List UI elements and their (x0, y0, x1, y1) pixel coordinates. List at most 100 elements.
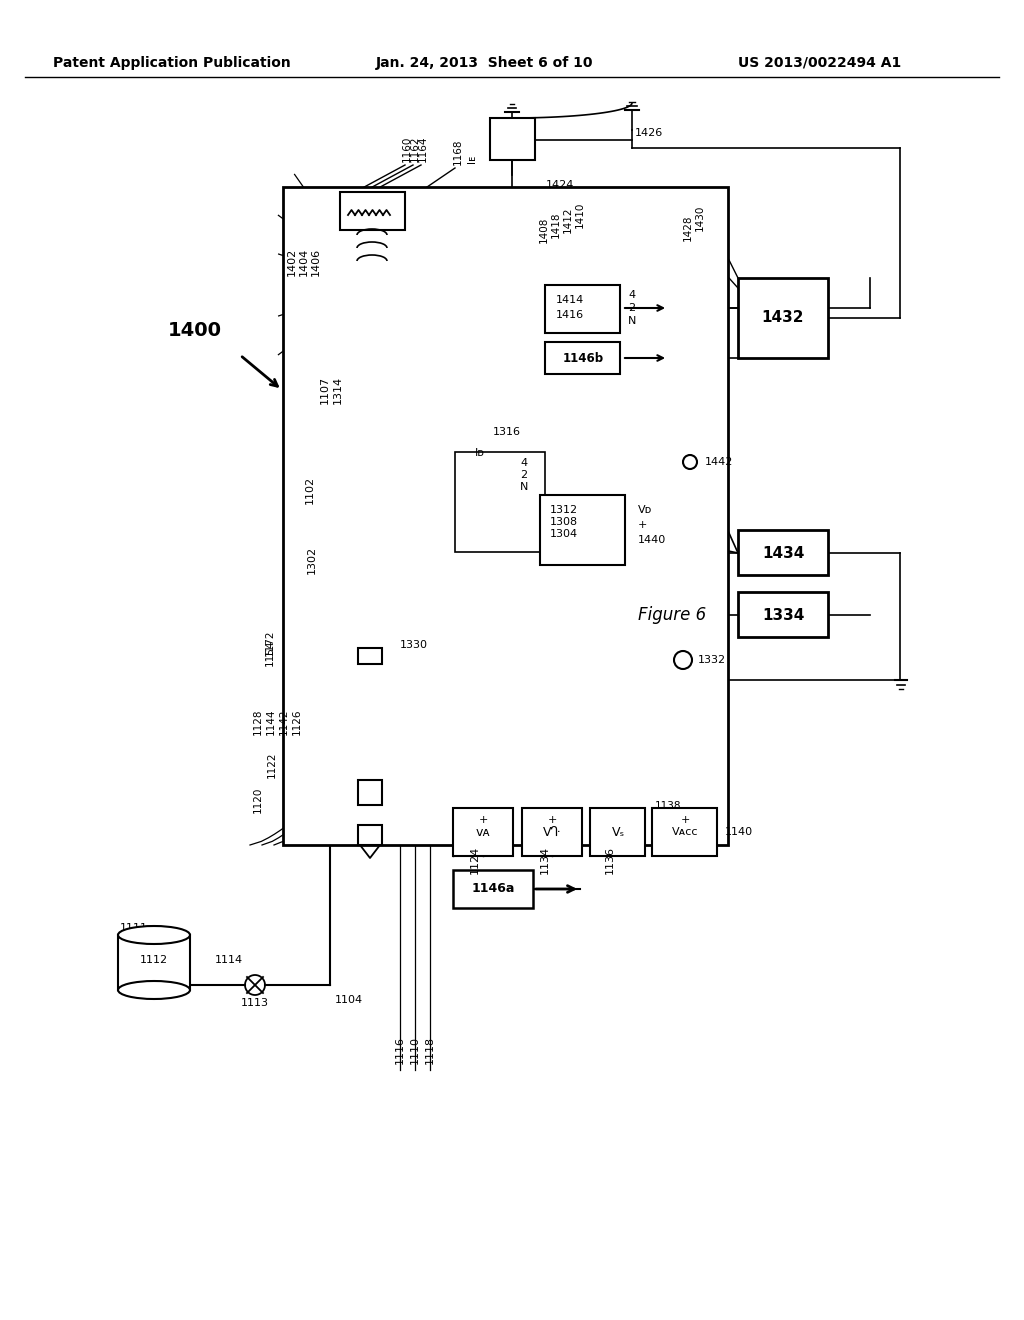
Text: 1302: 1302 (307, 546, 317, 574)
Text: 1432: 1432 (762, 310, 804, 326)
Text: 1304: 1304 (550, 529, 579, 539)
Text: 1142: 1142 (279, 709, 289, 735)
Text: 1416: 1416 (556, 310, 584, 319)
Text: Iᴇ: Iᴇ (467, 154, 477, 162)
Text: 1120: 1120 (253, 787, 263, 813)
Text: 1406: 1406 (311, 248, 321, 276)
Bar (540, 495, 625, 565)
Bar (358, 825, 382, 845)
Text: 1138: 1138 (655, 801, 682, 810)
Text: 1314: 1314 (333, 376, 343, 404)
Bar (340, 191, 406, 230)
Bar (453, 808, 513, 855)
Text: N: N (520, 482, 528, 492)
Ellipse shape (118, 981, 190, 999)
Text: 1164: 1164 (418, 136, 428, 162)
Text: Jan. 24, 2013  Sheet 6 of 10: Jan. 24, 2013 Sheet 6 of 10 (376, 55, 594, 70)
Text: Vᒓ: Vᒓ (543, 825, 561, 838)
Text: 1146b: 1146b (562, 351, 603, 364)
Text: 1124: 1124 (470, 846, 480, 874)
Text: 1146a: 1146a (471, 883, 515, 895)
Text: +: + (478, 814, 487, 825)
Text: Iᴅ: Iᴅ (475, 447, 485, 458)
Bar (522, 808, 582, 855)
Text: 2: 2 (628, 304, 635, 313)
Text: 1312: 1312 (550, 506, 579, 515)
Bar (358, 780, 382, 805)
Text: 1126: 1126 (292, 709, 302, 735)
Text: 1104: 1104 (335, 995, 364, 1005)
Text: 1112: 1112 (140, 954, 168, 965)
Text: 1308: 1308 (550, 517, 579, 527)
Text: N: N (628, 315, 636, 326)
Text: 1316: 1316 (493, 426, 521, 437)
Bar (455, 451, 545, 552)
Circle shape (674, 651, 692, 669)
Text: 1412: 1412 (563, 207, 573, 234)
Text: 1122: 1122 (267, 752, 278, 779)
Circle shape (683, 455, 697, 469)
Bar (490, 117, 535, 160)
Text: 1402: 1402 (287, 248, 297, 276)
Text: 1116: 1116 (395, 1036, 406, 1064)
Text: 1172: 1172 (265, 630, 275, 656)
Text: 1434: 1434 (762, 545, 804, 561)
Text: 1140: 1140 (725, 828, 753, 837)
Text: 1168: 1168 (453, 139, 463, 165)
Text: Vᴅ: Vᴅ (638, 506, 652, 515)
Text: 1110: 1110 (410, 1036, 420, 1064)
Bar (283, 187, 728, 845)
Bar (738, 531, 828, 576)
Text: 1134: 1134 (540, 846, 550, 874)
Text: 1160: 1160 (402, 136, 412, 162)
Text: 1330: 1330 (400, 640, 428, 649)
Bar (652, 808, 717, 855)
Text: +: + (680, 814, 690, 825)
Text: 1113: 1113 (241, 998, 269, 1008)
Bar (358, 648, 382, 664)
Text: Vᴀcc: Vᴀcc (672, 828, 698, 837)
Text: 1400: 1400 (168, 321, 222, 339)
Text: 1408: 1408 (539, 216, 549, 243)
Text: 1430: 1430 (695, 205, 705, 231)
Bar (590, 808, 645, 855)
Text: 1114: 1114 (215, 954, 243, 965)
Text: Vₛ: Vₛ (611, 825, 625, 838)
Text: 1418: 1418 (551, 211, 561, 238)
Text: 1128: 1128 (253, 709, 263, 735)
Bar (545, 342, 620, 374)
Text: vᴀ: vᴀ (475, 825, 490, 838)
Text: 1426: 1426 (635, 128, 664, 139)
Text: 4: 4 (628, 290, 635, 300)
Text: +: + (547, 814, 557, 825)
Text: +: + (638, 520, 647, 531)
Text: Patent Application Publication: Patent Application Publication (53, 55, 291, 70)
Bar (738, 591, 828, 638)
Ellipse shape (118, 927, 190, 944)
Text: 1107: 1107 (319, 376, 330, 404)
Text: 1144: 1144 (266, 709, 276, 735)
Text: 1334: 1334 (762, 607, 804, 623)
Bar (118, 935, 190, 990)
Text: 1111: 1111 (120, 923, 148, 933)
Bar (545, 285, 620, 333)
Text: 1414: 1414 (556, 294, 585, 305)
Bar (738, 279, 828, 358)
Text: 1136: 1136 (605, 846, 615, 874)
Text: 1332: 1332 (698, 655, 726, 665)
Bar (453, 870, 534, 908)
Text: 1440: 1440 (638, 535, 667, 545)
Text: 1404: 1404 (299, 248, 309, 276)
Text: 1428: 1428 (683, 215, 693, 242)
Text: Figure 6: Figure 6 (638, 606, 707, 624)
Text: 1424: 1424 (546, 180, 574, 190)
Text: 4: 4 (520, 458, 527, 469)
Text: 1442: 1442 (705, 457, 733, 467)
Text: 1154: 1154 (265, 640, 275, 667)
Text: 1162: 1162 (410, 136, 420, 162)
Text: 1102: 1102 (305, 477, 315, 504)
Text: 1410: 1410 (575, 202, 585, 228)
Text: US 2013/0022494 A1: US 2013/0022494 A1 (738, 55, 901, 70)
Text: 1118: 1118 (425, 1036, 435, 1064)
Text: 2: 2 (520, 470, 527, 480)
